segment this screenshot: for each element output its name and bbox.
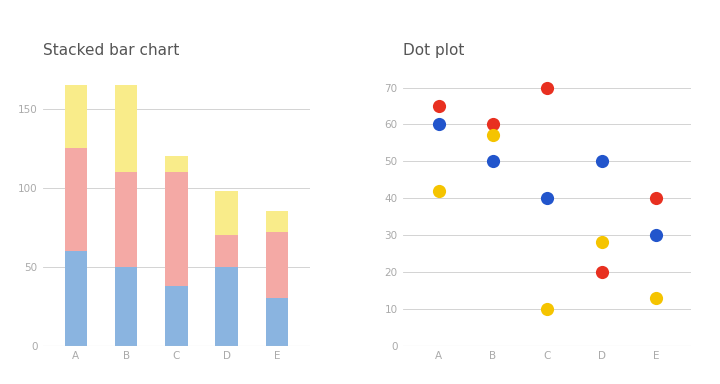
Text: Dot plot: Dot plot [403, 43, 464, 58]
Bar [266, 211, 288, 232]
Point [433, 103, 444, 109]
Point [487, 121, 499, 127]
Bar [114, 172, 138, 266]
Point [595, 269, 607, 275]
Point [650, 232, 662, 238]
Point [433, 188, 444, 194]
Bar [65, 85, 87, 148]
Point [650, 195, 662, 201]
Point [595, 158, 607, 164]
Bar [215, 235, 238, 266]
Bar [165, 172, 188, 286]
Point [487, 132, 499, 139]
Point [487, 158, 499, 164]
Point [433, 121, 444, 127]
Point [650, 295, 662, 301]
Bar [266, 298, 288, 346]
Bar [114, 266, 138, 346]
Bar [65, 251, 87, 346]
Point [541, 306, 553, 312]
Point [541, 84, 553, 91]
Text: Stacked bar chart: Stacked bar chart [43, 43, 179, 58]
Bar [165, 286, 188, 346]
Bar [114, 85, 138, 172]
Bar [215, 266, 238, 346]
Bar [65, 148, 87, 251]
Point [541, 195, 553, 201]
Point [595, 239, 607, 245]
Bar [215, 191, 238, 235]
Bar [165, 156, 188, 172]
Bar [266, 232, 288, 298]
